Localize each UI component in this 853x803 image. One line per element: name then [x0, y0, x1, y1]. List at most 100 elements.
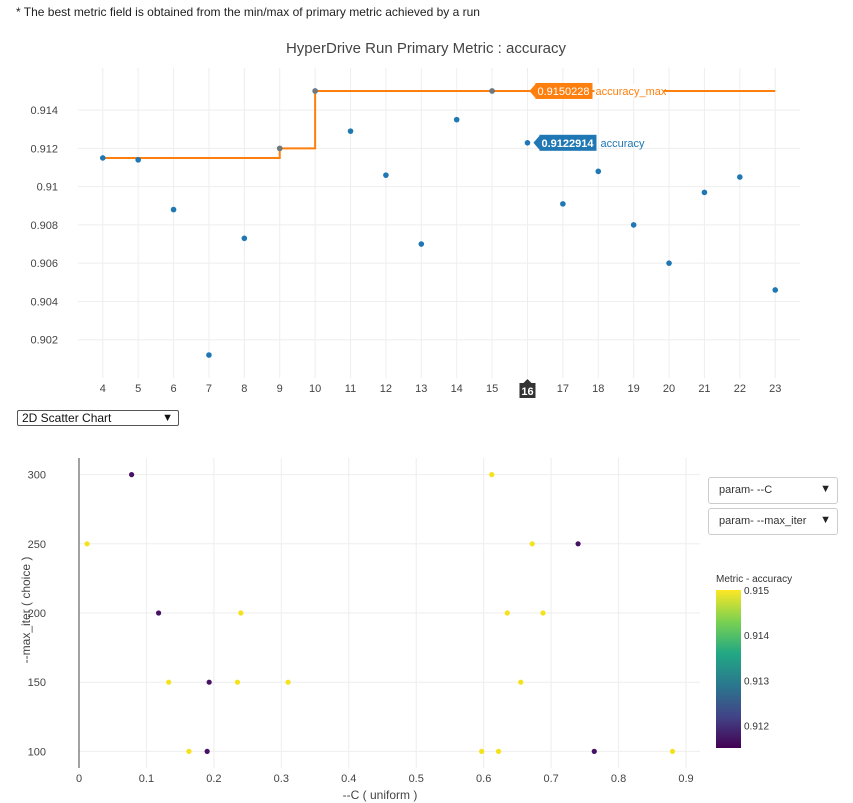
accuracy-point[interactable]: [206, 352, 212, 358]
accuracy-point[interactable]: [241, 235, 248, 242]
y-tick-label: 200: [28, 608, 46, 620]
accuracy-point[interactable]: [701, 189, 708, 196]
accuracy-point[interactable]: [560, 201, 566, 207]
colorbar-tick-label: 0.912: [744, 721, 769, 732]
param-point[interactable]: [479, 748, 485, 754]
param-point[interactable]: [591, 748, 597, 754]
chart-type-select[interactable]: 2D Scatter Chart ▼: [17, 410, 179, 426]
colorbar-tick-label: 0.915: [744, 586, 769, 597]
param-point[interactable]: [129, 472, 135, 478]
accuracy-point[interactable]: [666, 260, 672, 266]
x-param-dropdown-value: param- --C: [719, 484, 773, 496]
x-tick-label: 11: [345, 383, 356, 395]
accuracy-max-hover-value: 0.9150228: [537, 86, 589, 98]
y-axis-label: --max_iter ( choice ): [19, 557, 33, 664]
accuracy-point[interactable]: [524, 139, 531, 146]
x-tick-label: 8: [241, 383, 247, 395]
x-tick-label: 23: [769, 383, 781, 395]
x-param-dropdown[interactable]: param- --C ▼: [708, 477, 838, 504]
y-tick-label: 0.904: [30, 296, 58, 308]
y-tick-label: 0.912: [30, 143, 58, 155]
best-metric-note: * The best metric field is obtained from…: [16, 5, 480, 19]
x-tick-label: 0.5: [409, 773, 424, 785]
x-tick-label: 15: [486, 383, 498, 395]
param-point[interactable]: [234, 679, 241, 685]
y-tick-label: 300: [28, 470, 46, 482]
param-point[interactable]: [204, 748, 210, 754]
param-point[interactable]: [238, 610, 244, 616]
param-point[interactable]: [489, 472, 495, 478]
x-tick-label: 19: [628, 383, 640, 395]
accuracy-point[interactable]: [99, 155, 106, 161]
param-point[interactable]: [575, 541, 581, 547]
param-point[interactable]: [669, 748, 676, 754]
chevron-down-icon: ▼: [820, 514, 831, 526]
param-point[interactable]: [540, 610, 546, 616]
accuracy-point[interactable]: [737, 174, 743, 180]
accuracy-point[interactable]: [170, 206, 177, 213]
x-tick-label: 12: [380, 383, 392, 395]
y-param-dropdown[interactable]: param- --max_iter ▼: [708, 508, 838, 535]
hover-x-badge: [519, 383, 536, 398]
colorbar-title: Metric - accuracy: [716, 574, 792, 585]
x-tick-label: 0.7: [543, 773, 558, 785]
chart-title: HyperDrive Run Primary Metric : accuracy: [286, 40, 567, 57]
x-tick-label: 6: [170, 383, 176, 395]
chart-type-select-value: 2D Scatter Chart: [22, 411, 112, 425]
x-tick-label: 0.9: [678, 773, 693, 785]
param-point[interactable]: [166, 679, 172, 685]
y-param-dropdown-value: param- --max_iter: [719, 515, 807, 527]
y-tick-label: 0.914: [30, 105, 58, 117]
accuracy-point[interactable]: [453, 116, 460, 123]
x-tick-label: 0: [76, 773, 82, 785]
accuracy-hover-box: [539, 134, 597, 151]
accuracy-max-hover-box: [535, 82, 593, 99]
y-tick-label: 250: [28, 539, 46, 551]
y-tick-label: 150: [28, 677, 46, 689]
accuracy-point[interactable]: [383, 172, 389, 178]
accuracy-point[interactable]: [630, 222, 637, 228]
colorbar: [716, 590, 741, 748]
x-tick-label: 18: [592, 383, 604, 395]
chevron-down-icon: ▼: [162, 412, 173, 424]
x-tick-label: 0.2: [206, 773, 221, 785]
x-tick-label: 5: [135, 383, 141, 395]
param-point[interactable]: [495, 748, 502, 754]
accuracy-max-marker: [312, 88, 318, 94]
accuracy-hover-pointer: [533, 135, 540, 150]
accuracy-point[interactable]: [347, 128, 354, 134]
param-point[interactable]: [155, 610, 162, 616]
param-point[interactable]: [285, 679, 291, 685]
hover-x-label: 16: [521, 386, 533, 398]
y-tick-label: 0.908: [30, 220, 58, 232]
x-tick-label: 4: [100, 383, 106, 395]
accuracy-point[interactable]: [135, 157, 141, 163]
accuracy-point[interactable]: [418, 241, 425, 247]
x-tick-label: 14: [451, 383, 463, 395]
colorbar-tick-label: 0.914: [744, 631, 769, 642]
x-tick-label: 0.8: [611, 773, 626, 785]
param-point[interactable]: [84, 541, 90, 547]
param-point[interactable]: [206, 679, 212, 685]
primary-metric-chart[interactable]: HyperDrive Run Primary Metric : accuracy…: [0, 0, 853, 405]
x-tick-label: 22: [734, 383, 746, 395]
accuracy-hover-value: 0.9122914: [541, 138, 594, 150]
accuracy-point[interactable]: [772, 287, 779, 293]
x-tick-label: 0.1: [139, 773, 154, 785]
x-tick-label: 21: [698, 383, 710, 395]
accuracy-max-marker: [277, 145, 283, 151]
x-tick-label: 0.4: [341, 773, 356, 785]
param-point[interactable]: [186, 748, 192, 754]
x-tick-label: 20: [663, 383, 675, 395]
y-tick-label: 0.91: [37, 182, 58, 194]
y-tick-label: 0.902: [30, 335, 58, 347]
accuracy-hover-name: accuracy: [600, 138, 645, 150]
x-tick-label: 17: [557, 383, 569, 395]
accuracy-point[interactable]: [595, 168, 602, 175]
param-point[interactable]: [518, 679, 524, 685]
param-point[interactable]: [529, 541, 535, 547]
param-point[interactable]: [504, 610, 510, 616]
chevron-down-icon: ▼: [820, 483, 831, 495]
y-tick-label: 100: [28, 746, 46, 758]
parameter-scatter-chart[interactable]: 0 0.1 0.2 0.3 0.4 0.5 0.6 0.7 0.8 0.9 100 150 200 250…: [0, 423, 853, 803]
